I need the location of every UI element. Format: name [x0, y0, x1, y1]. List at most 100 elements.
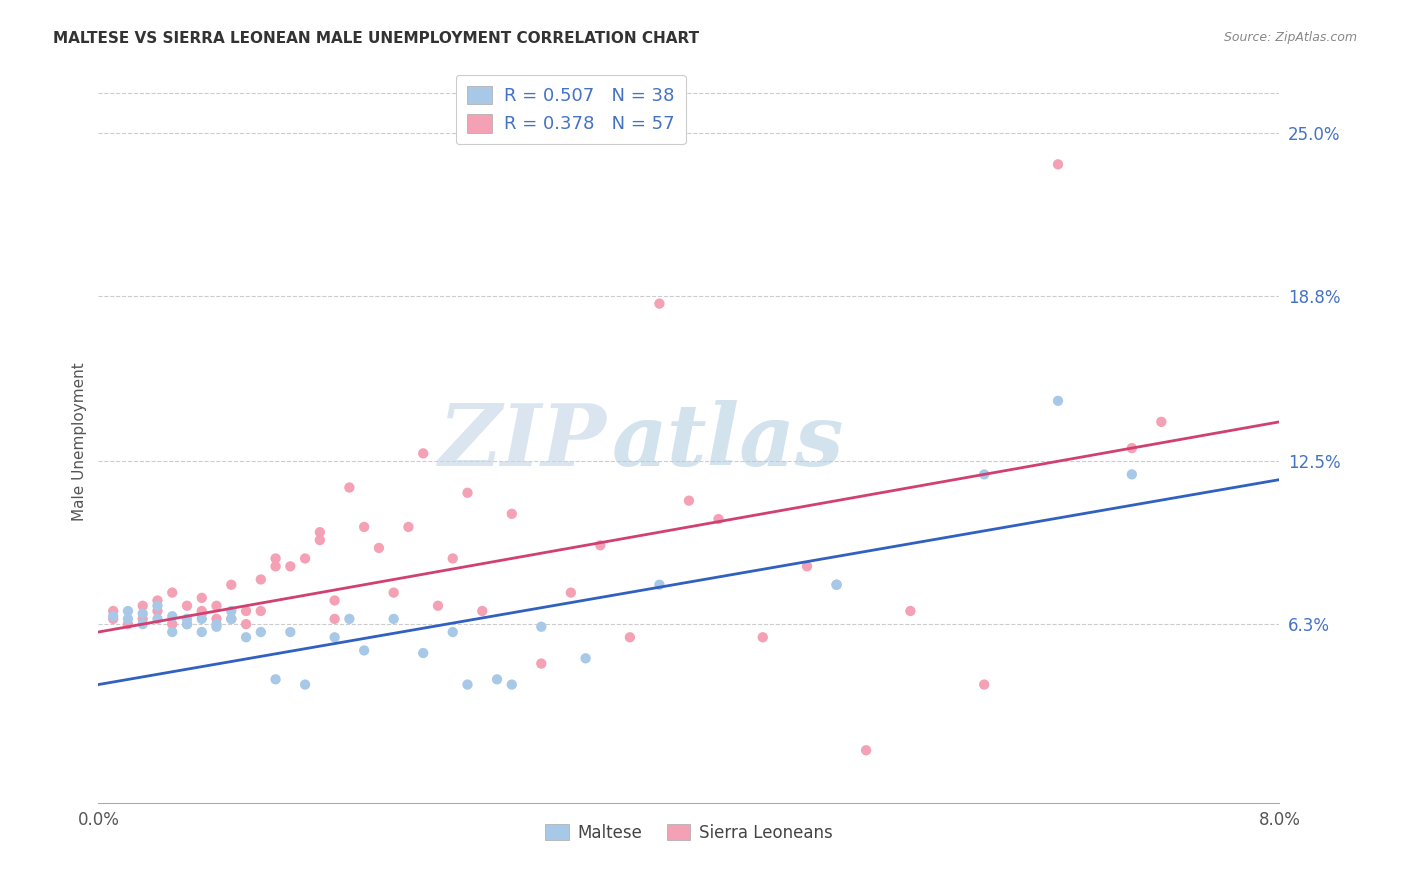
Point — [427, 599, 450, 613]
Point — [205, 617, 228, 632]
Point — [412, 646, 434, 660]
Point — [619, 630, 641, 644]
Y-axis label: Male Unemployment: Male Unemployment — [72, 362, 87, 521]
Point — [264, 673, 287, 687]
Point — [103, 604, 125, 618]
Point — [323, 630, 346, 644]
Point — [221, 604, 243, 618]
Point — [973, 467, 995, 482]
Point — [117, 617, 139, 632]
Point — [294, 551, 316, 566]
Point — [205, 620, 228, 634]
Point — [323, 593, 346, 607]
Point — [221, 578, 243, 592]
Point — [221, 612, 243, 626]
Point — [146, 593, 169, 607]
Point — [1121, 441, 1143, 455]
Point — [1046, 393, 1070, 408]
Point — [162, 609, 183, 624]
Point — [382, 612, 405, 626]
Point — [264, 551, 287, 566]
Point — [486, 673, 509, 687]
Point — [382, 585, 405, 599]
Point — [825, 578, 848, 592]
Point — [752, 630, 775, 644]
Point — [235, 617, 257, 632]
Point — [132, 607, 155, 621]
Point — [117, 612, 139, 626]
Point — [575, 651, 598, 665]
Point — [353, 520, 375, 534]
Point — [353, 643, 375, 657]
Point — [530, 657, 553, 671]
Point — [176, 599, 198, 613]
Point — [117, 604, 139, 618]
Text: Source: ZipAtlas.com: Source: ZipAtlas.com — [1223, 31, 1357, 45]
Point — [191, 612, 214, 626]
Point — [280, 559, 302, 574]
Point — [560, 585, 582, 599]
Point — [900, 604, 922, 618]
Point — [589, 538, 612, 552]
Point — [796, 559, 818, 574]
Point — [132, 599, 155, 613]
Point — [412, 446, 434, 460]
Point — [132, 617, 155, 632]
Text: MALTESE VS SIERRA LEONEAN MALE UNEMPLOYMENT CORRELATION CHART: MALTESE VS SIERRA LEONEAN MALE UNEMPLOYM… — [53, 31, 700, 46]
Point — [1150, 415, 1173, 429]
Point — [457, 485, 479, 500]
Point — [221, 612, 243, 626]
Point — [235, 604, 257, 618]
Point — [146, 612, 169, 626]
Point — [471, 604, 494, 618]
Point — [162, 625, 183, 640]
Point — [825, 578, 848, 592]
Point — [205, 599, 228, 613]
Point — [1121, 467, 1143, 482]
Point — [309, 525, 332, 540]
Point — [250, 604, 273, 618]
Point — [103, 612, 125, 626]
Point — [441, 551, 464, 566]
Point — [191, 604, 214, 618]
Point — [191, 625, 214, 640]
Point — [309, 533, 332, 547]
Point — [707, 512, 730, 526]
Point — [191, 591, 214, 605]
Point — [235, 630, 257, 644]
Point — [162, 585, 183, 599]
Point — [146, 599, 169, 613]
Point — [146, 604, 169, 618]
Point — [648, 296, 671, 310]
Point — [855, 743, 877, 757]
Point — [176, 617, 198, 632]
Legend: Maltese, Sierra Leoneans: Maltese, Sierra Leoneans — [538, 817, 839, 848]
Point — [250, 573, 273, 587]
Point — [501, 507, 523, 521]
Point — [678, 493, 700, 508]
Point — [205, 612, 228, 626]
Point — [162, 617, 183, 632]
Point — [294, 677, 316, 691]
Point — [339, 612, 361, 626]
Text: atlas: atlas — [612, 400, 845, 483]
Point — [250, 625, 273, 640]
Point — [191, 607, 214, 621]
Point — [648, 578, 671, 592]
Point — [264, 559, 287, 574]
Point — [457, 677, 479, 691]
Point — [441, 625, 464, 640]
Text: ZIP: ZIP — [439, 400, 606, 483]
Point — [368, 541, 391, 555]
Point — [132, 612, 155, 626]
Point — [530, 620, 553, 634]
Point — [398, 520, 420, 534]
Point — [176, 612, 198, 626]
Point — [501, 677, 523, 691]
Point — [103, 609, 125, 624]
Point — [1046, 157, 1070, 171]
Point — [323, 612, 346, 626]
Point — [176, 617, 198, 632]
Point — [339, 481, 361, 495]
Point — [280, 625, 302, 640]
